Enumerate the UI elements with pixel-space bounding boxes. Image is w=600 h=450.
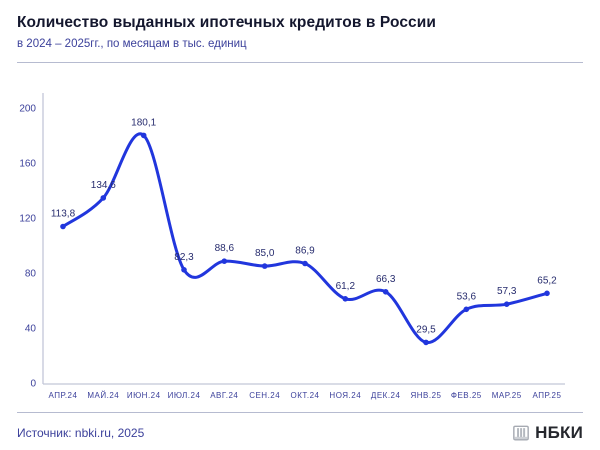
data-point-label: 134,6 <box>91 180 116 191</box>
x-tick-label: ФЕВ.25 <box>451 391 482 400</box>
x-tick-label: МАР.25 <box>492 391 522 400</box>
data-point-marker <box>544 290 550 297</box>
data-point-label: 61,2 <box>336 281 356 292</box>
y-tick-label: 0 <box>30 379 36 390</box>
x-tick-label: ИЮЛ.24 <box>168 391 201 400</box>
x-tick-label: АПР.24 <box>49 391 78 400</box>
x-tick-label: ЯНВ.25 <box>410 391 441 400</box>
x-tick-label: МАЙ.24 <box>87 391 119 400</box>
x-tick-label: ОКТ.24 <box>290 391 319 400</box>
x-tick-label: СЕН.24 <box>249 391 280 400</box>
page-title: Количество выданных ипотечных кредитов в… <box>17 14 437 31</box>
data-point-label: 53,6 <box>457 291 477 302</box>
data-point-label: 180,1 <box>131 117 156 128</box>
data-point-marker <box>60 223 66 230</box>
header-divider <box>17 62 583 63</box>
data-point-marker <box>463 306 470 313</box>
data-point-label: 88,6 <box>215 243 235 254</box>
y-tick-label: 160 <box>19 159 36 170</box>
data-point-marker <box>181 267 187 273</box>
data-point-marker <box>423 339 429 346</box>
data-point-label: 113,8 <box>51 209 76 220</box>
data-point-marker <box>302 260 308 267</box>
footer: Источник: nbki.ru, 2025 НБКИ <box>17 419 583 447</box>
nbki-logo-text: НБКИ <box>535 423 583 442</box>
footer-divider <box>17 412 583 413</box>
data-point-label: 86,9 <box>295 246 315 257</box>
data-point-label: 82,3 <box>174 252 194 263</box>
series-line <box>61 132 549 344</box>
x-tick-label: НОЯ.24 <box>329 391 361 400</box>
data-point-label: 85,0 <box>255 248 275 259</box>
y-tick-label: 80 <box>25 269 37 280</box>
data-point-label: 65,2 <box>537 275 557 286</box>
data-point-marker <box>261 263 268 269</box>
abacus-grid-icon <box>513 425 529 440</box>
data-point-label: 29,5 <box>416 324 436 335</box>
page-subtitle: в 2024 – 2025гг., по месяцам в тыс. един… <box>17 38 247 50</box>
data-point-label: 66,3 <box>376 274 396 285</box>
y-tick-label: 120 <box>19 214 36 225</box>
source-credit: Источник: nbki.ru, 2025 <box>17 426 145 440</box>
y-tick-label: 40 <box>25 324 37 335</box>
chart-header: Количество выданных ипотечных кредитов в… <box>17 14 583 50</box>
nbki-logo: НБКИ <box>512 423 583 443</box>
y-tick-label: 200 <box>19 104 36 115</box>
data-point-marker <box>221 258 228 264</box>
data-point-marker <box>100 195 107 201</box>
data-point-marker <box>140 132 147 139</box>
x-tick-label: АВГ.24 <box>210 391 238 400</box>
x-tick-label: ДЕК.24 <box>371 391 401 400</box>
data-point-marker <box>503 301 510 307</box>
data-point-label: 57,3 <box>497 286 517 297</box>
x-tick-label: ИЮН.24 <box>127 391 161 400</box>
data-point-marker <box>382 289 389 295</box>
mortgage-line-chart: 0 40 80 120 160 200 АПР.24 МАЙ.24 ИЮН.24 ИЮЛ.24 АВ… <box>19 93 565 400</box>
data-point-marker <box>342 296 349 302</box>
x-tick-label: АПР.25 <box>533 391 562 400</box>
